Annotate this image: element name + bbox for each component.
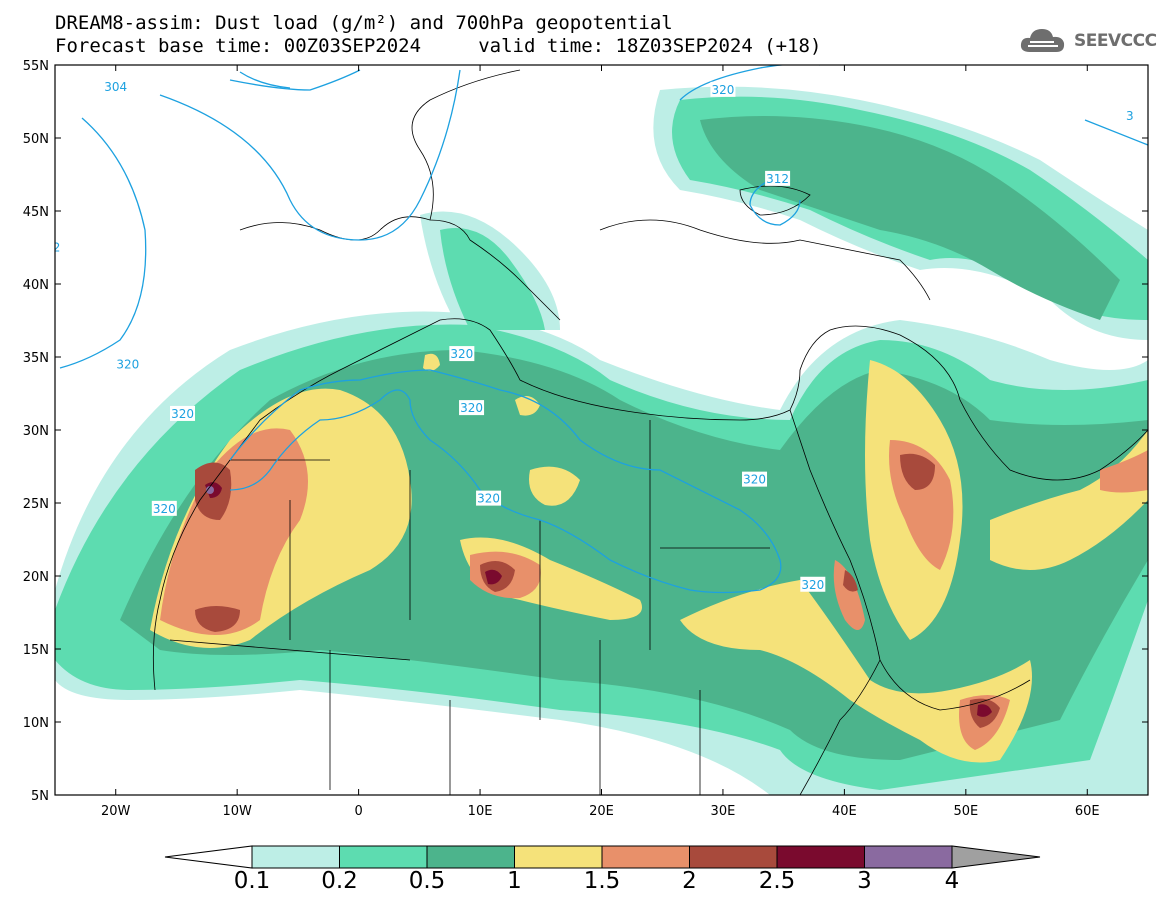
contour-label: 320 — [801, 578, 824, 592]
lat-label: 50N — [23, 132, 49, 147]
contour-label-bg — [55, 239, 62, 255]
colorbar-swatch — [251, 845, 340, 869]
lat-label: 35N — [23, 351, 49, 366]
lon-label: 30E — [711, 804, 736, 819]
contour-label-bg — [476, 490, 502, 506]
contour-label-bg — [710, 81, 736, 97]
colorbar-level-label: 2.5 — [758, 868, 796, 894]
colorbar-swatch — [339, 845, 428, 869]
lat-label: 45N — [23, 205, 49, 220]
colorbar-level-label: 0.2 — [321, 868, 358, 894]
contour-label: 320 — [477, 492, 500, 506]
contour-label: 320 — [450, 347, 473, 361]
contour-label: 320 — [171, 407, 194, 421]
lon-label: 20W — [101, 804, 131, 819]
lat-label: 25N — [23, 497, 49, 512]
contour-label-bg — [800, 576, 826, 592]
dust-field: 304 320 312 312 3 320 320 320 320 320 320 320 320 — [37, 65, 1148, 795]
contour-label: 320 — [743, 473, 766, 487]
dust-level-3 — [206, 486, 214, 494]
lat-label: 40N — [23, 278, 49, 293]
lon-label: 10E — [468, 804, 493, 819]
longitude-axis: 20W 10W 0 10E 20E 30E 40E 50E 60E — [101, 65, 1100, 819]
lat-label: 20N — [23, 570, 49, 585]
contour-label: 3 — [1126, 109, 1134, 123]
map-title: DREAM8-assim: Dust load (g/m²) and 700hP… — [55, 12, 673, 34]
lon-label: 50E — [953, 804, 978, 819]
contour-label: 320 — [153, 502, 176, 516]
lat-label: 15N — [23, 643, 49, 658]
colorbar-swatch — [601, 845, 690, 869]
colorbar-swatch — [514, 845, 603, 869]
contour-label: 320 — [711, 83, 734, 97]
contour-label-bg — [449, 346, 475, 362]
lat-label: 55N — [23, 59, 49, 74]
colorbar-level-label: 4 — [944, 868, 960, 894]
forecast-time-line: Forecast base time: 00Z03SEP2024 valid t… — [55, 35, 822, 57]
contour-label-bg — [742, 471, 768, 487]
lat-label: 30N — [23, 424, 49, 439]
colorbar-under-arrow — [164, 845, 253, 869]
contour-label-bg — [170, 405, 196, 421]
contour-label-bg — [765, 170, 791, 186]
colorbar-swatch — [426, 845, 515, 869]
contour-labels: 304 320 312 312 3 320 320 320 320 320 320 320 320 — [37, 78, 1136, 592]
contour-label: 312 — [37, 241, 60, 255]
contour-label-bg — [459, 400, 485, 416]
contour-label: 312 — [766, 172, 789, 186]
colorbar-level-label: 0.1 — [233, 868, 271, 894]
geopotential-contours — [59, 65, 1148, 594]
colorbar-swatch — [864, 845, 953, 869]
lon-label: 0 — [354, 804, 362, 819]
colorbar-level-label: 2 — [682, 868, 697, 894]
lat-label: 5N — [31, 789, 49, 804]
latitude-axis: 55N 50N 45N 40N 35N 30N 25N 20N 15N 10N 5N — [23, 59, 1148, 804]
contour-label: 304 — [104, 80, 127, 94]
lon-label: 10W — [222, 804, 252, 819]
contour-label-bg — [1124, 108, 1136, 124]
contour-label: 320 — [460, 401, 483, 415]
colorbar — [164, 845, 1041, 869]
seevccc-logo: SEEVCCC — [1018, 26, 1157, 56]
contour-label-bg — [103, 78, 129, 94]
colorbar-level-label: 0.5 — [408, 868, 446, 894]
lon-label: 40E — [832, 804, 857, 819]
lat-label: 10N — [23, 716, 49, 731]
colorbar-swatch — [689, 845, 778, 869]
colorbar-level-label: 1.5 — [583, 868, 621, 894]
colorbar-level-label: 3 — [857, 868, 872, 894]
lon-label: 20E — [589, 804, 614, 819]
contour-label-bg — [115, 356, 141, 372]
cloud-logo-icon — [1020, 29, 1065, 52]
colorbar-swatch — [776, 845, 865, 869]
colorbar-level-label: 1 — [507, 868, 522, 894]
contour-label: 320 — [116, 357, 139, 371]
contour-label-bg — [151, 500, 177, 516]
lon-label: 60E — [1075, 804, 1100, 819]
logo-text: SEEVCCC — [1074, 31, 1157, 51]
colorbar-over-arrow — [951, 845, 1041, 869]
